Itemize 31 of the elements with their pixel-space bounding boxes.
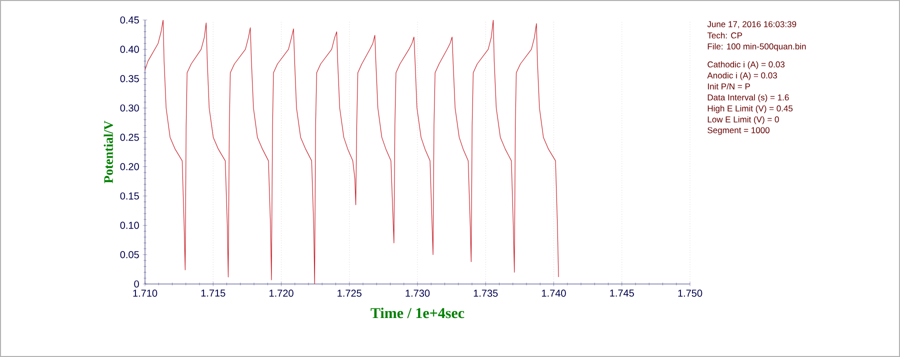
y-tick-label: 0.45 [120, 16, 139, 24]
x-tick-label: 1.715 [201, 290, 226, 297]
x-tick-label: 1.730 [406, 290, 430, 297]
x-tick-label: 1.750 [678, 290, 702, 297]
text: Data Interval (s) = 1.6 [708, 94, 789, 102]
y-tick-label: 0.15 [120, 192, 139, 200]
y-tick-label: 0.25 [120, 134, 139, 141]
text: Tech: CP [707, 32, 742, 38]
y-tick-label: 0 [134, 280, 139, 288]
y-tick-label: 0.40 [120, 46, 139, 53]
text: Init P/N = P [708, 83, 750, 90]
text: High E Limit (V) = 0.45 [708, 105, 793, 114]
x-axis-title: Time / 1e+4sec [370, 308, 464, 318]
y-tick-label: 0.10 [120, 222, 139, 229]
x-tick-label: 1.745 [610, 290, 634, 297]
text: Cathodic i (A) = 0.03 [708, 61, 785, 70]
x-tick-label: 1.720 [270, 290, 294, 297]
text: File: 100 min-500quan.bin [708, 43, 806, 52]
x-tick-label: 1.735 [474, 290, 498, 297]
y-tick-label: 0.30 [120, 104, 139, 112]
text: Segment = 1000 [708, 127, 770, 135]
y-tick-label: 0.05 [120, 251, 139, 258]
text: Anodic i (A) = 0.03 [707, 72, 777, 80]
y-axis-title: Potential/V [104, 120, 114, 184]
text: Low E Limit (V) = 0 [708, 116, 779, 124]
text: June 17, 2016 16:03:39 [707, 21, 796, 28]
y-tick-label: 0.35 [120, 75, 139, 82]
x-tick-label: 1.710 [133, 290, 158, 297]
y-tick-label: 0.20 [120, 163, 139, 170]
x-tick-label: 1.725 [338, 290, 362, 297]
x-tick-label: 1.740 [542, 290, 566, 297]
